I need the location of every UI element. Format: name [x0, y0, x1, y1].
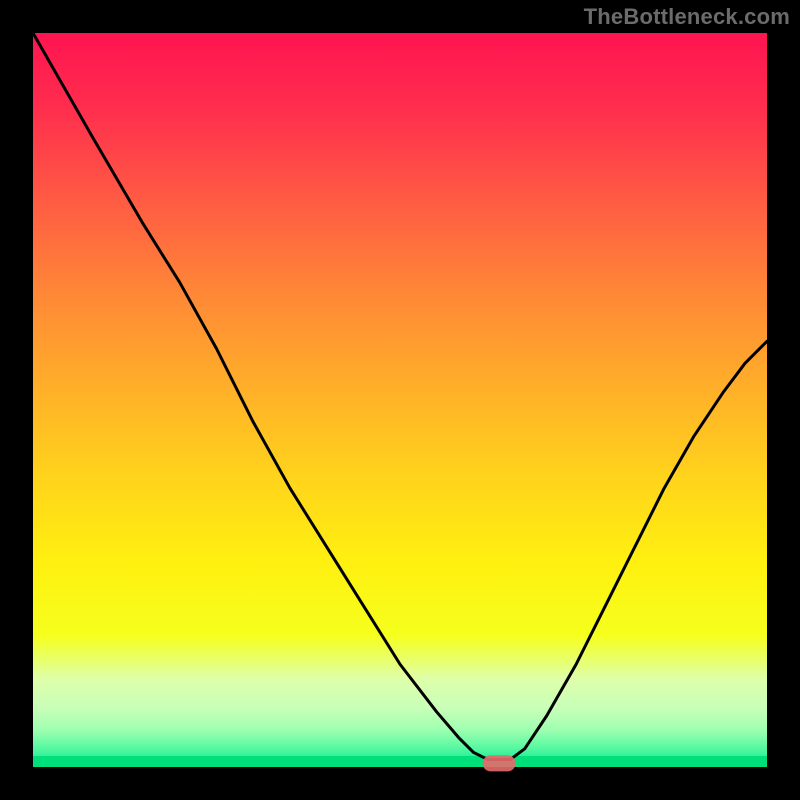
chart-container: TheBottleneck.com [0, 0, 800, 800]
watermark-label: TheBottleneck.com [584, 4, 790, 30]
optimal-marker [483, 755, 516, 771]
green-band [33, 756, 767, 767]
plot-background [33, 33, 767, 767]
bottleneck-chart [0, 0, 800, 800]
